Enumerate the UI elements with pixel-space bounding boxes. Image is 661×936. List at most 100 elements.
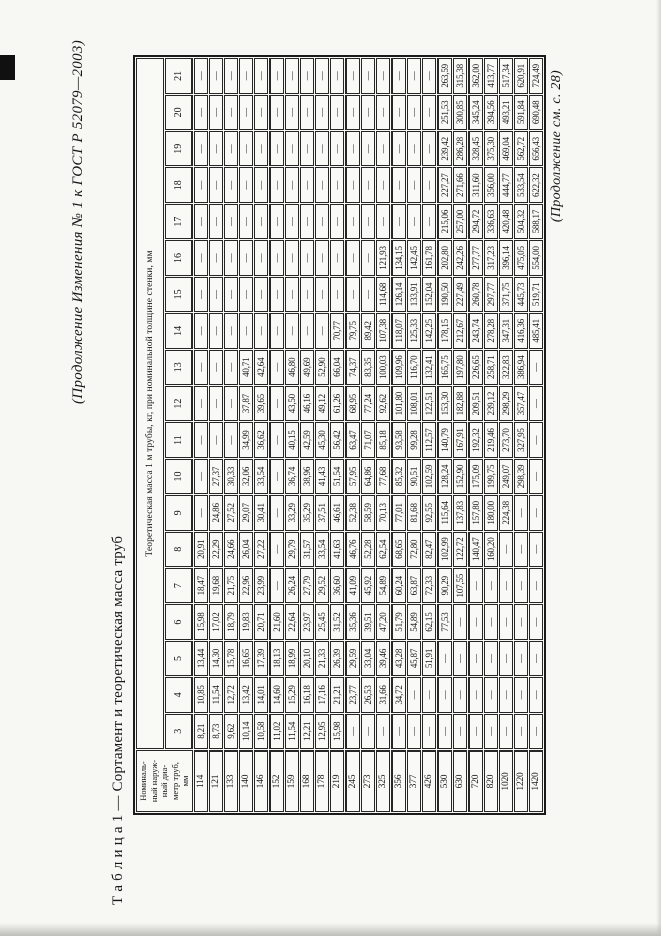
diameter-cell: 121 <box>209 750 223 812</box>
mass-cell: 57,95 <box>345 458 360 495</box>
mass-cell: 286,28 <box>453 131 467 167</box>
mass-cell: — <box>529 422 543 458</box>
mass-cell: 72,80 <box>407 531 421 567</box>
mass-cell: 20,91 <box>194 531 208 567</box>
mass-cell: — <box>285 167 299 203</box>
mass-cell: 26,53 <box>361 677 375 713</box>
mass-cell: 137,83 <box>453 495 467 531</box>
mass-cell: 12,72 <box>224 677 238 713</box>
mass-cell: — <box>239 94 253 131</box>
mass-cell: 23,97 <box>300 604 314 640</box>
table-row-820: 820— — — — —160,20 180,00 199,75 219,46 239,12 25… <box>484 58 498 812</box>
thickness-header-6: 6 <box>165 604 193 640</box>
mass-cell: — <box>437 640 452 677</box>
mass-cell: 12,95 <box>315 713 329 749</box>
scan-edge-shadow-right <box>656 0 661 936</box>
mass-cell: — <box>315 203 329 240</box>
thickness-header-12: 12 <box>165 385 193 422</box>
mass-cell: — <box>224 349 238 385</box>
mass-cell: — <box>499 677 513 713</box>
mass-cell: — <box>345 58 360 94</box>
mass-cell: 77,68 <box>376 458 390 495</box>
mass-cell: — <box>422 677 436 713</box>
mass-cell: 41,09 <box>345 567 360 604</box>
mass-cell: — <box>529 495 543 531</box>
mass-cell: 322,83 <box>499 349 513 385</box>
mass-cell: — <box>254 276 268 313</box>
mass-cell: 15,78 <box>224 640 238 677</box>
mass-cell: — <box>407 713 421 749</box>
mass-cell: 68,65 <box>391 531 406 567</box>
mass-cell: 22,96 <box>239 567 253 604</box>
mass-cell: 317,23 <box>484 240 498 276</box>
mass-cell: — <box>194 131 208 167</box>
mass-cell: — <box>269 276 284 313</box>
mass-cell: 21,75 <box>224 567 238 604</box>
mass-cell: 54,89 <box>376 567 390 604</box>
mass-cell: — <box>269 58 284 94</box>
diameter-cell: 530 <box>437 750 452 812</box>
mass-cell: — <box>361 713 375 749</box>
mass-cell: — <box>254 313 268 349</box>
mass-cell: — <box>239 313 253 349</box>
table-row-121: 121 8,73 11,54 14,30 17,02 19,68 22,29 24,86 27,… <box>209 58 223 812</box>
mass-cell: — <box>285 131 299 167</box>
mass-cell: — <box>407 58 421 94</box>
mass-cell: — <box>224 131 238 167</box>
diameter-cell: 273 <box>361 750 375 812</box>
mass-cell: 157,80 <box>468 495 483 531</box>
mass-cell: — <box>239 131 253 167</box>
mass-cell: — <box>529 385 543 422</box>
mass-cell: 153,30 <box>437 385 452 422</box>
mass-cell: 243,74 <box>468 313 483 349</box>
mass-cell: 132,41 <box>422 349 436 385</box>
mass-cell: 224,38 <box>499 495 513 531</box>
mass-cell: 297,77 <box>484 276 498 313</box>
mass-cell: — <box>484 604 498 640</box>
table-row-426: 426— —51,91 62,15 72,33 82,47 92,55 102,59 112,… <box>422 58 436 812</box>
mass-cell: 18,79 <box>224 604 238 640</box>
mass-cell: 31,66 <box>376 677 390 713</box>
mass-cell: — <box>499 713 513 749</box>
mass-cell: — <box>224 240 238 276</box>
mass-cell: — <box>194 385 208 422</box>
mass-cell: 212,67 <box>453 313 467 349</box>
mass-cell: 118,07 <box>391 313 406 349</box>
mass-cell: 271,66 <box>453 167 467 203</box>
mass-cell: — <box>514 495 528 531</box>
mass-cell: — <box>345 131 360 167</box>
mass-cell: 71,07 <box>361 422 375 458</box>
mass-cell: 19,83 <box>239 604 253 640</box>
mass-cell: — <box>254 131 268 167</box>
mass-cell: 493,21 <box>499 94 513 131</box>
mass-cell: — <box>345 167 360 203</box>
mass-cell: — <box>300 240 314 276</box>
mass-cell: 92,62 <box>376 385 390 422</box>
mass-cell: 180,00 <box>484 495 498 531</box>
mass-cell: — <box>345 94 360 131</box>
page-header-note: (Продолжение Изменения № 1 к ГОСТ Р 5207… <box>70 40 86 404</box>
mass-cell: — <box>529 640 543 677</box>
mass-cell: 36,62 <box>254 422 268 458</box>
mass-cell: 375,30 <box>484 131 498 167</box>
table-row-530: 530— — —77,53 90,29 102,99 115,64 128,24 140,79… <box>437 58 452 812</box>
mass-cell: — <box>300 203 314 240</box>
mass-cell: — <box>345 276 360 313</box>
mass-cell: 161,78 <box>422 240 436 276</box>
table-row-630: 630— — — —107,55 122,72 137,83 152,90 167,91 182… <box>453 58 467 812</box>
mass-cell: — <box>269 422 284 458</box>
mass-cell: 82,47 <box>422 531 436 567</box>
mass-cell: 77,24 <box>361 385 375 422</box>
mass-cell: 260,78 <box>468 276 483 313</box>
mass-cell: — <box>376 713 390 749</box>
mass-cell: — <box>254 58 268 94</box>
mass-cell: — <box>209 349 223 385</box>
mass-cell: 620,91 <box>514 58 528 94</box>
mass-cell: — <box>376 58 390 94</box>
mass-cell: — <box>514 713 528 749</box>
mass-cell: — <box>269 167 284 203</box>
mass-cell: — <box>194 495 208 531</box>
mass-cell: 504,32 <box>514 203 528 240</box>
mass-cell: 190,50 <box>437 276 452 313</box>
